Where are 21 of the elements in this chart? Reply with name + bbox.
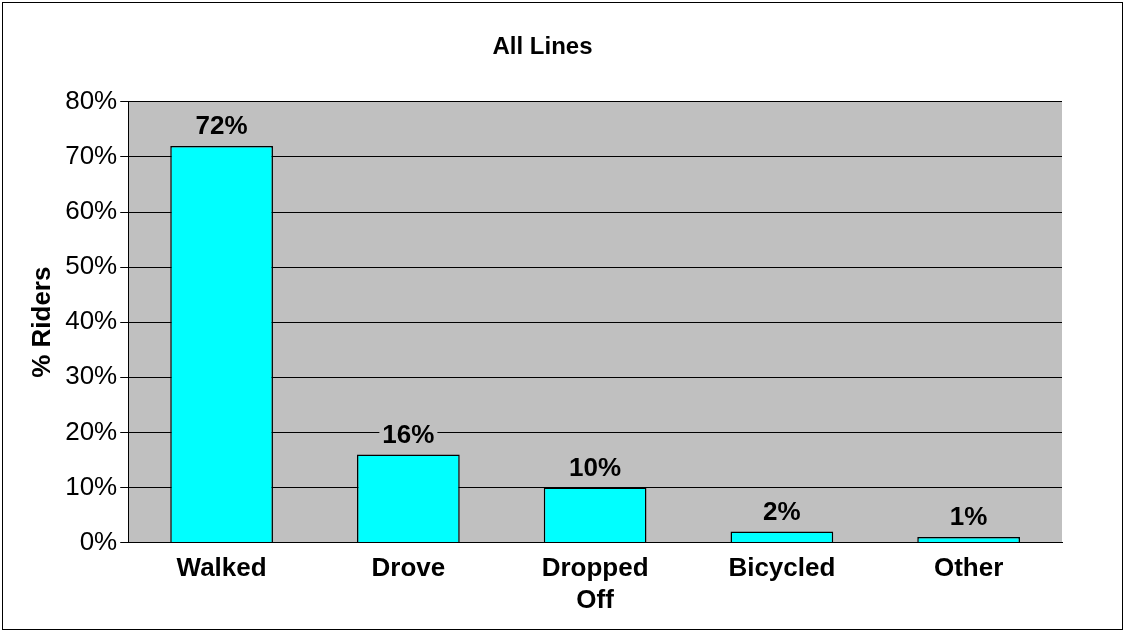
data-label: 2% <box>763 495 801 526</box>
data-label: 10% <box>569 451 622 482</box>
x-tick-label: Bicycled <box>728 552 836 583</box>
y-tick-label: 0% <box>79 525 118 556</box>
x-tick-label: Walked <box>176 552 267 583</box>
data-label: 1% <box>949 501 988 532</box>
chart-title: All Lines <box>492 32 593 60</box>
x-tick-label: Other <box>933 552 1004 583</box>
y-axis-title: % Riders <box>25 266 56 378</box>
y-tick-label: 40% <box>65 305 118 336</box>
data-label: 16% <box>382 418 435 449</box>
data-label: 72% <box>195 110 248 141</box>
y-tick-label: 10% <box>65 470 118 501</box>
y-tick-label: 70% <box>65 140 118 171</box>
y-tick-label: 30% <box>65 360 118 391</box>
x-tick-label: Dropped Off <box>541 552 649 614</box>
y-tick-label: 50% <box>65 250 118 281</box>
y-tick-label: 80% <box>65 84 118 115</box>
y-tick-label: 60% <box>65 195 118 226</box>
x-tick-label: Drove <box>371 552 446 583</box>
y-tick-label: 20% <box>65 415 118 446</box>
